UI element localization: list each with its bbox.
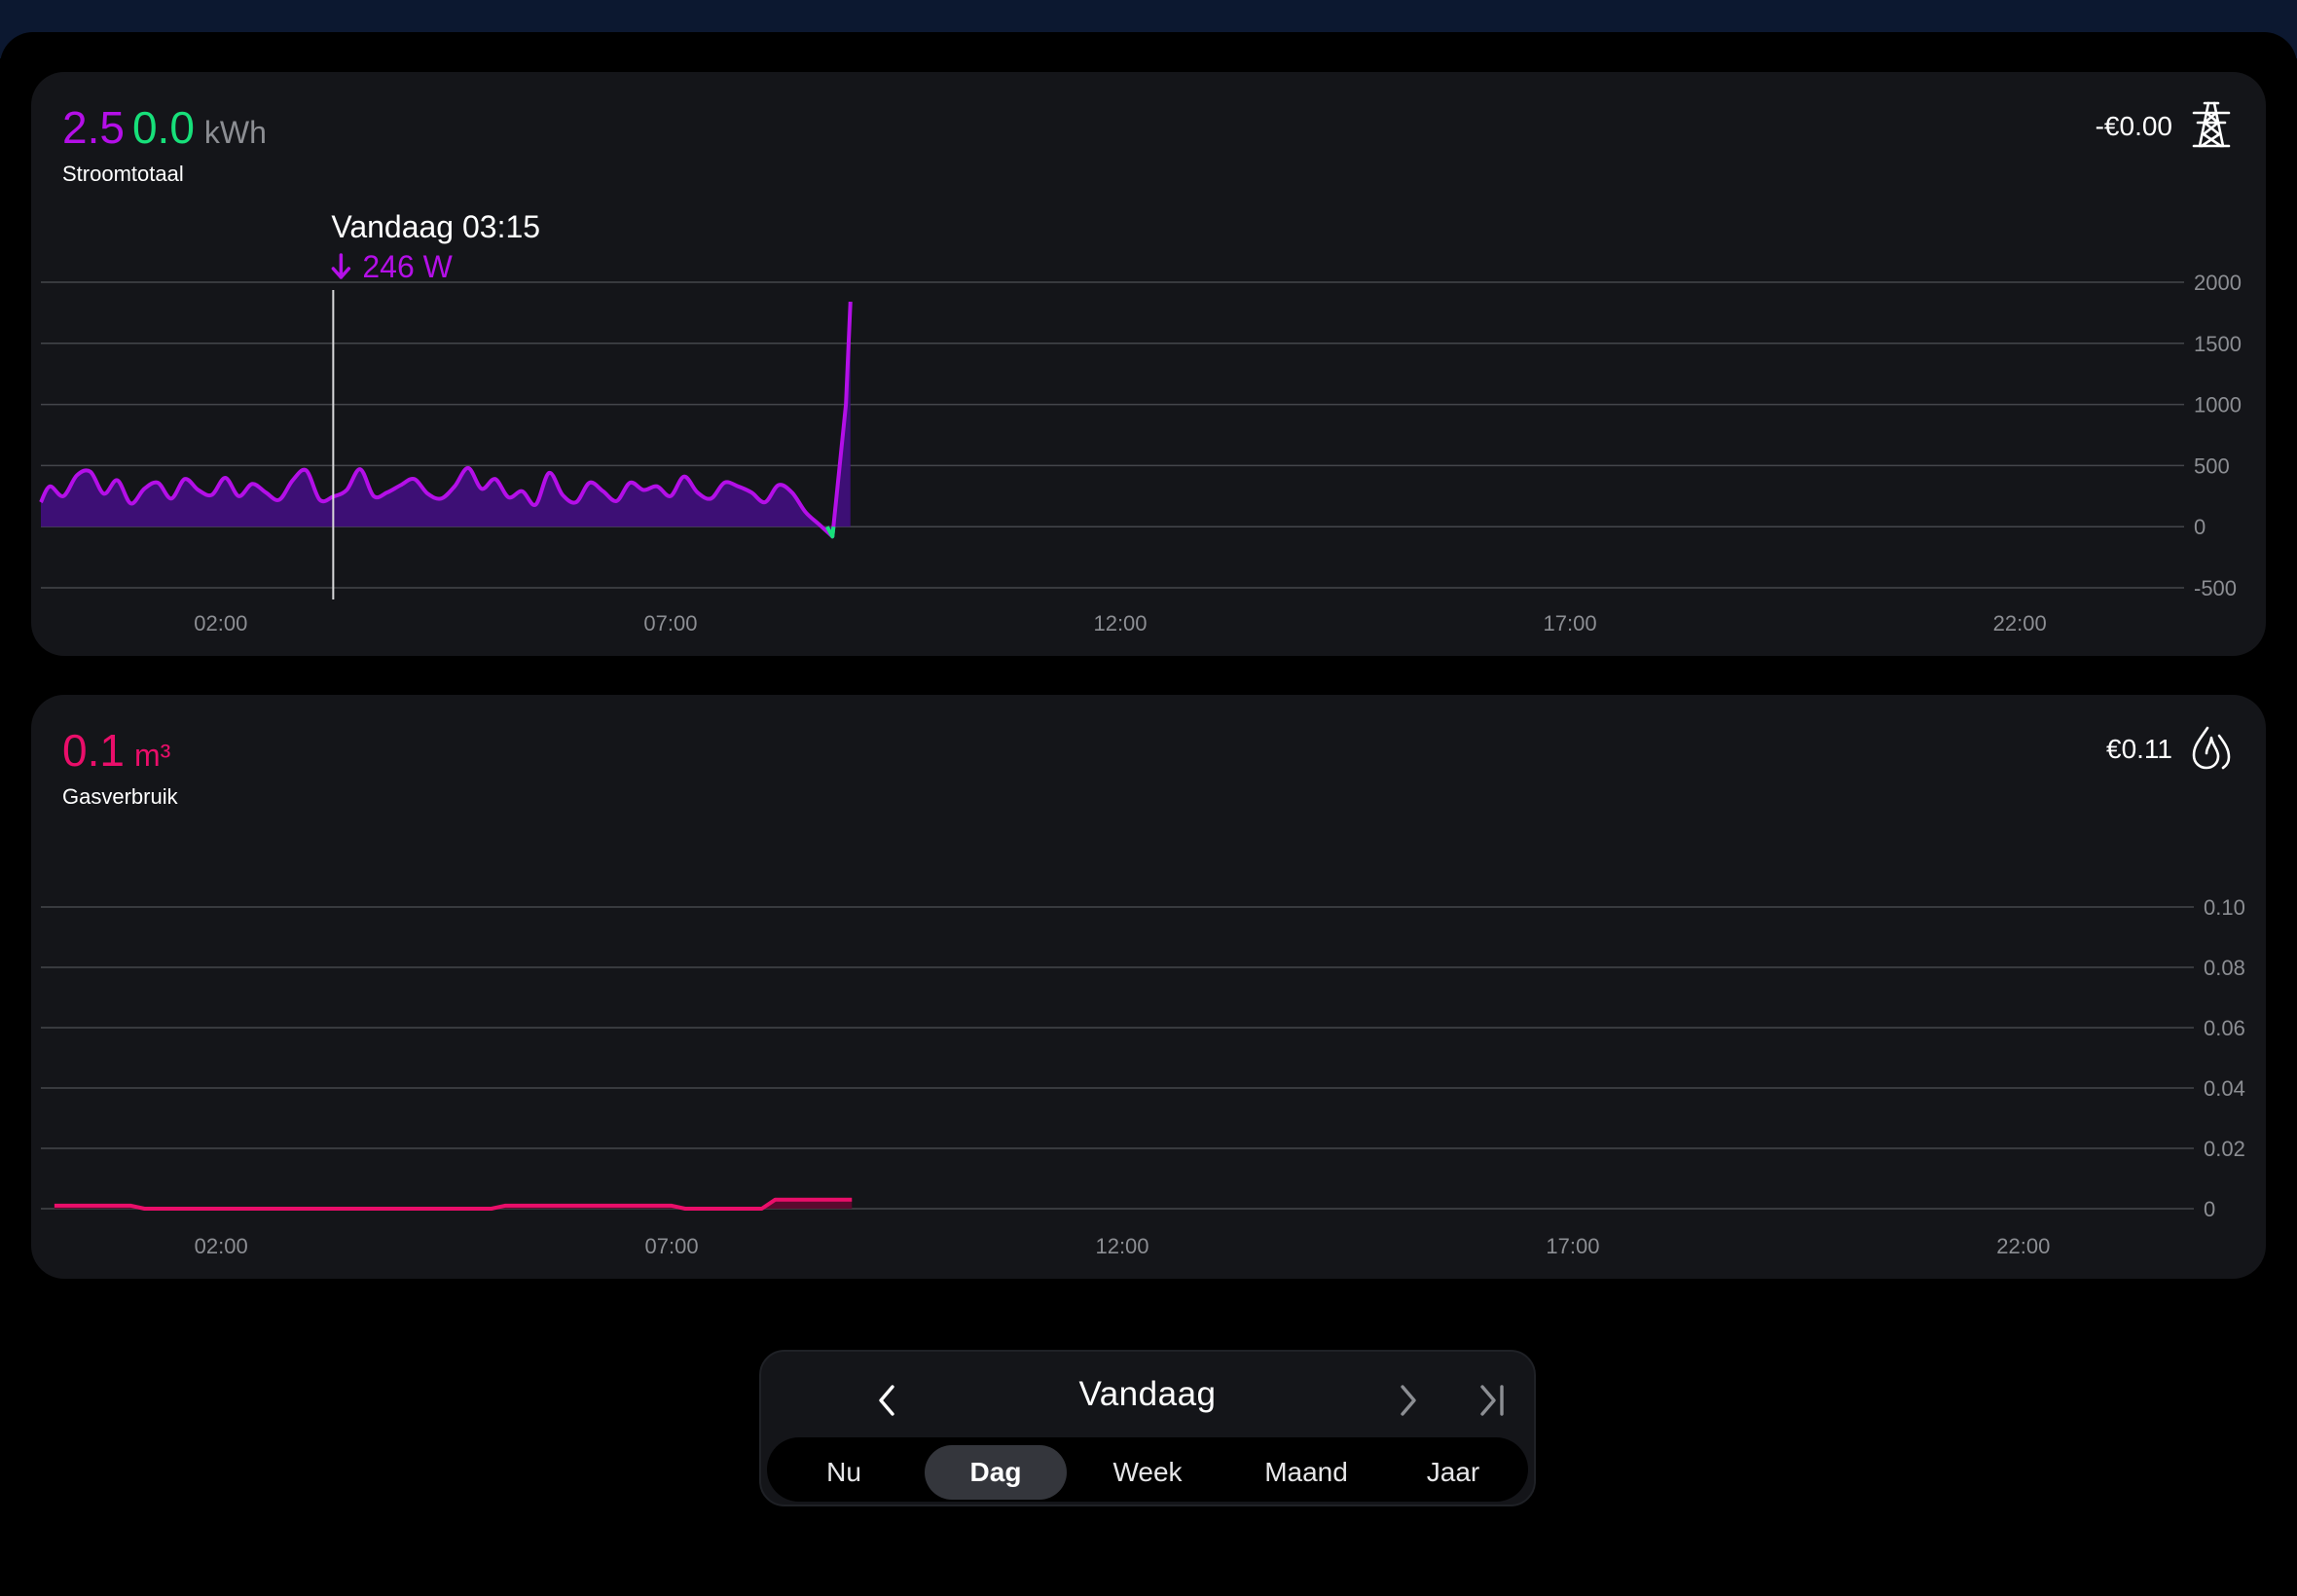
x-tick-label: 12:00 <box>1093 611 1147 635</box>
y-tick-label: 1500 <box>2194 332 2242 356</box>
power-cost: -€0.00 <box>2095 111 2172 141</box>
chevron-left-icon[interactable] <box>862 1375 913 1426</box>
x-tick-label: 22:00 <box>1996 1234 2050 1258</box>
power-pylon-icon[interactable] <box>2186 99 2237 150</box>
tooltip-value: 246 W <box>362 249 453 284</box>
gas-unit: m³ <box>133 738 171 773</box>
x-tick-label: 12:00 <box>1095 1234 1148 1258</box>
skip-to-end-icon[interactable] <box>1468 1375 1518 1426</box>
export-line <box>824 526 836 539</box>
power-export-value: 0.0 <box>131 102 195 153</box>
power-unit: kWh <box>203 115 267 150</box>
period-selector: Nu Dag Week Maand Jaar <box>767 1437 1528 1502</box>
gas-value: 0.1 <box>62 725 125 776</box>
flame-icon[interactable] <box>2186 722 2237 773</box>
period-week[interactable]: Week <box>1112 1457 1183 1487</box>
period-nu[interactable]: Nu <box>826 1457 861 1487</box>
period-title: Vandaag <box>1078 1375 1217 1413</box>
y-tick-label: 0.06 <box>2204 1016 2245 1040</box>
gas-card[interactable]: 0.10 0.08 0.06 0.04 0.02 0 02:00 07:00 12:00 17:0… <box>31 695 2266 1279</box>
y-tick-label: -500 <box>2194 576 2237 600</box>
x-tick-label: 02:00 <box>194 611 247 635</box>
x-tick-label: 07:00 <box>643 611 697 635</box>
power-total: 2.5 0.0 kWh <box>62 101 267 154</box>
y-tick-label: 1000 <box>2194 393 2242 417</box>
period-navigator: Vandaag Nu Dag Week Maand Jaar <box>759 1350 1536 1506</box>
tooltip-time: Vandaag 03:15 <box>331 209 540 244</box>
x-tick-label: 17:00 <box>1544 611 1597 635</box>
y-tick-label: 0 <box>2194 515 2206 539</box>
period-jaar[interactable]: Jaar <box>1426 1457 1480 1487</box>
gas-total: 0.1 m³ <box>62 724 170 777</box>
y-tick-label: 0 <box>2204 1197 2215 1221</box>
power-import-value: 2.5 <box>62 102 125 153</box>
y-tick-label: 0.02 <box>2204 1137 2245 1161</box>
gas-line <box>54 1197 853 1211</box>
power-card[interactable]: 2000 1500 1000 500 0 -500 02:00 07:00 12:00 17:00… <box>31 72 2266 656</box>
gas-cost: €0.11 <box>2106 734 2172 764</box>
arrow-down-icon <box>331 253 351 279</box>
y-tick-label: 0.10 <box>2204 895 2245 920</box>
y-tick-label: 500 <box>2194 453 2230 478</box>
x-tick-label: 17:00 <box>1546 1234 1599 1258</box>
y-tick-label: 2000 <box>2194 271 2242 295</box>
x-tick-label: 07:00 <box>645 1234 699 1258</box>
chevron-right-icon[interactable] <box>1382 1375 1433 1426</box>
y-tick-label: 0.04 <box>2204 1076 2245 1101</box>
period-dag[interactable]: Dag <box>925 1445 1067 1500</box>
gas-label: Gasverbruik <box>62 784 178 809</box>
y-tick-label: 0.08 <box>2204 956 2245 980</box>
x-tick-label: 22:00 <box>1993 611 2047 635</box>
gas-chart[interactable]: 0.10 0.08 0.06 0.04 0.02 0 02:00 07:00 12:00 17:0… <box>31 695 2266 1279</box>
x-tick-label: 02:00 <box>195 1234 248 1258</box>
power-chart[interactable]: 2000 1500 1000 500 0 -500 02:00 07:00 12:00 17:00… <box>31 72 2266 656</box>
period-maand[interactable]: Maand <box>1264 1457 1348 1487</box>
import-area <box>41 302 851 537</box>
power-label: Stroomtotaal <box>62 162 184 186</box>
import-line <box>39 302 853 539</box>
